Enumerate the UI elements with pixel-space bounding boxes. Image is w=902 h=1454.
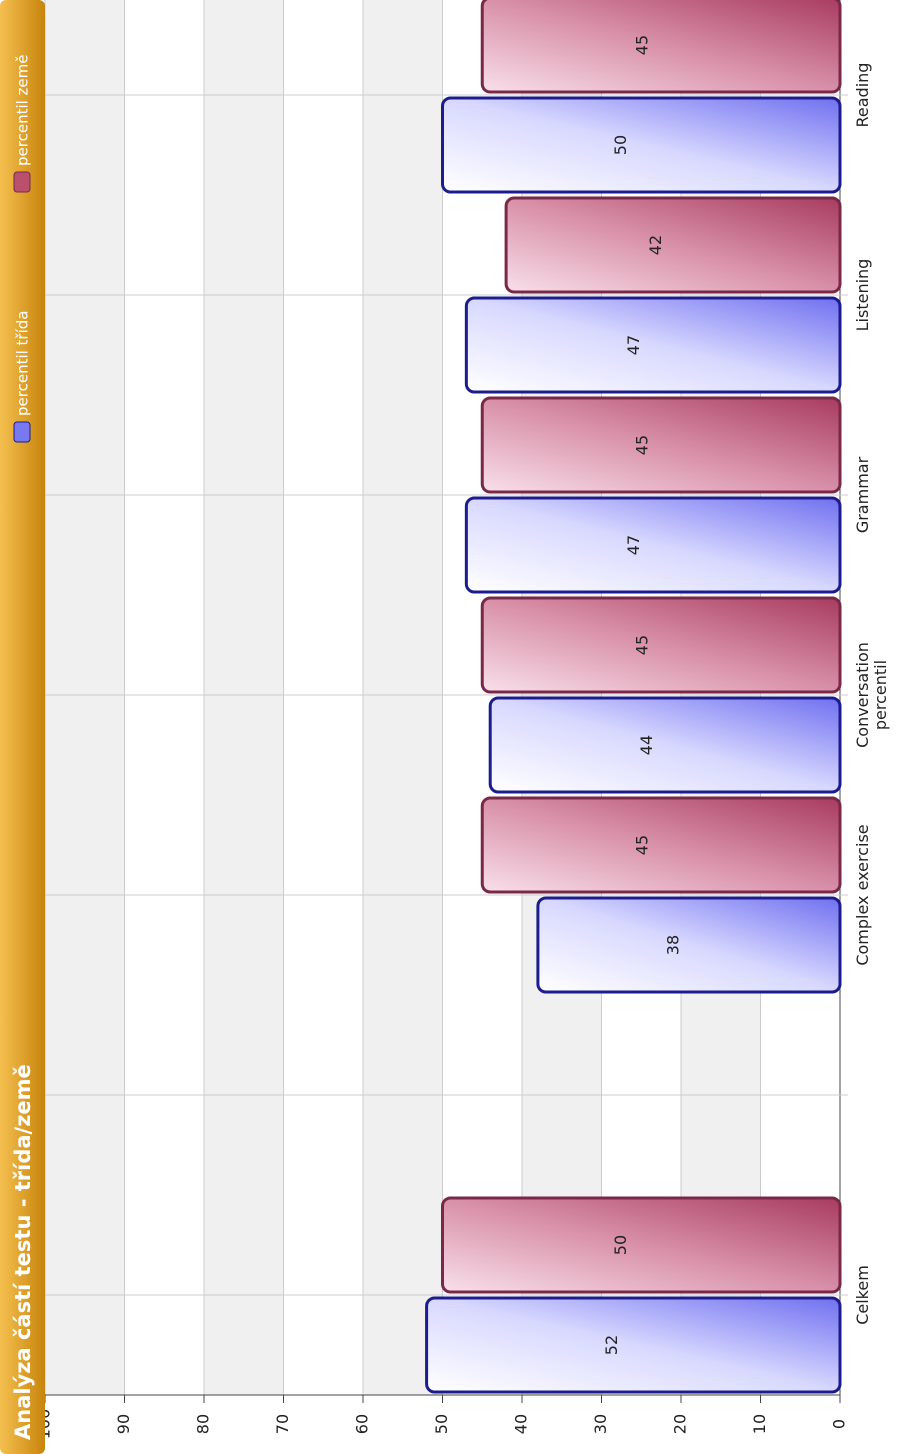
- legend-swatch: [13, 171, 31, 193]
- y-tick-label: 40: [512, 1414, 531, 1434]
- value-label: 45: [633, 435, 652, 455]
- legend: percentil třída percentil země: [13, 55, 32, 443]
- value-label: 42: [646, 235, 665, 255]
- grid-band: [363, 0, 443, 1395]
- y-tick-label: 30: [591, 1414, 610, 1434]
- bar: [480, 0, 842, 94]
- bar: [488, 696, 842, 794]
- value-label: 50: [611, 135, 630, 155]
- bar: [464, 296, 842, 394]
- legend-swatch: [13, 421, 31, 443]
- bar: [441, 1196, 842, 1294]
- bar: [464, 496, 842, 594]
- value-label: 47: [624, 535, 643, 555]
- value-label: 45: [633, 835, 652, 855]
- bars: 52 50 38 45 44 45 47 45 47 42 50 45: [425, 0, 842, 1394]
- x-tick-label: Grammar: [853, 456, 872, 534]
- bar: [480, 596, 842, 694]
- y-tick-label: 60: [353, 1414, 372, 1434]
- value-label: 47: [624, 335, 643, 355]
- y-tick-label: 0: [830, 1419, 849, 1429]
- bar: [480, 396, 842, 494]
- y-tick-label: 80: [194, 1414, 213, 1434]
- bar: [441, 96, 842, 194]
- x-tick-label: Celkem: [853, 1265, 872, 1325]
- title-bar: [0, 0, 45, 1454]
- legend-label: percentil třída: [14, 311, 32, 416]
- value-label: 38: [663, 935, 682, 955]
- x-tick-label: Conversation percentil: [853, 642, 890, 748]
- bar: [425, 1296, 842, 1394]
- bar: [536, 896, 842, 994]
- y-tick-label: 50: [432, 1414, 451, 1434]
- legend-label: percentil země: [14, 55, 32, 167]
- y-tick-label: 70: [273, 1414, 292, 1434]
- x-tick-label: Reading: [853, 62, 872, 128]
- x-tick-label: Complex exercise: [853, 824, 872, 966]
- y-tick-label: 20: [671, 1414, 690, 1434]
- value-label: 45: [633, 35, 652, 55]
- value-label: 44: [637, 735, 656, 755]
- bar: [480, 796, 842, 894]
- x-tick-label: Listening: [853, 258, 872, 332]
- y-tick-label: 90: [114, 1414, 133, 1434]
- value-label: 45: [633, 635, 652, 655]
- bar: [504, 196, 842, 294]
- value-label: 50: [611, 1235, 630, 1255]
- grid-band: [45, 0, 125, 1395]
- chart-title: Analýza částí testu - třída/země: [11, 1064, 35, 1440]
- y-tick-label: 10: [750, 1414, 769, 1434]
- value-label: 52: [602, 1335, 621, 1355]
- grid-band: [204, 0, 284, 1395]
